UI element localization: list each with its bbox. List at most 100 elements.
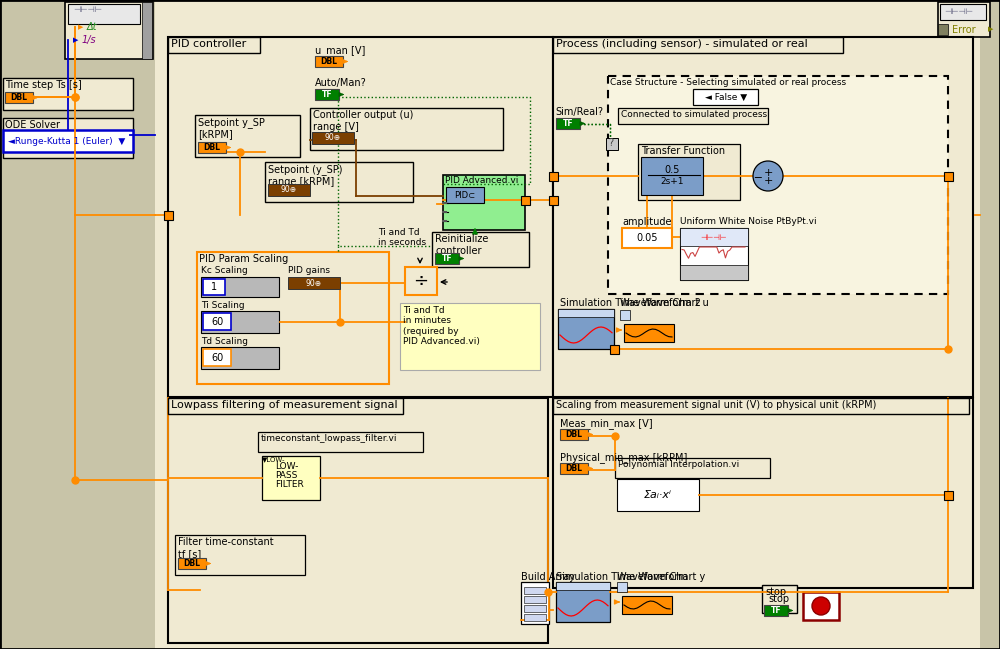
Text: amplitude: amplitude — [622, 217, 672, 227]
Bar — [446, 187, 484, 203]
Point — [67, 92, 83, 102]
Bar — [556, 118, 580, 129]
Bar — [68, 4, 140, 24]
Text: 1: 1 — [211, 282, 217, 292]
Text: DBL: DBL — [320, 57, 338, 66]
Bar — [65, 2, 153, 59]
Text: Setpoint (y_SP)
range [kRPM]: Setpoint (y_SP) range [kRPM] — [268, 164, 342, 186]
Bar — [803, 592, 839, 620]
Bar — [201, 311, 279, 333]
Bar — [168, 37, 260, 53]
Text: DBL: DBL — [204, 143, 220, 152]
Text: Waveform Chart u: Waveform Chart u — [620, 298, 709, 308]
Text: DBL: DBL — [184, 559, 200, 568]
Bar — [198, 142, 226, 153]
Bar — [168, 398, 548, 643]
Bar — [443, 175, 525, 230]
Text: Polynomial Interpolation.vi: Polynomial Interpolation.vi — [618, 460, 739, 469]
Text: 60: 60 — [211, 353, 223, 363]
Bar — [938, 24, 948, 35]
Bar — [553, 37, 843, 53]
Bar — [0, 0, 155, 649]
Circle shape — [753, 161, 783, 191]
Text: ⊣⊢⊣⊢: ⊣⊢⊣⊢ — [701, 232, 727, 241]
Bar — [197, 252, 389, 384]
Bar — [262, 456, 320, 500]
Bar — [610, 345, 619, 354]
Bar — [556, 582, 610, 622]
Bar — [524, 596, 546, 603]
Text: PASS: PASS — [275, 471, 297, 480]
Text: Scaling from measurement signal unit (V) to physical unit (kRPM): Scaling from measurement signal unit (V)… — [556, 400, 876, 410]
Text: Process (including sensor) - simulated or real: Process (including sensor) - simulated o… — [556, 39, 808, 49]
Text: TF: TF — [442, 254, 452, 263]
Bar — [617, 479, 699, 511]
Bar — [938, 2, 990, 37]
Point — [607, 431, 623, 441]
Bar — [175, 535, 305, 575]
Bar — [608, 76, 948, 294]
Bar — [680, 265, 748, 280]
Text: Error: Error — [952, 25, 976, 35]
Circle shape — [812, 597, 830, 615]
Text: 90⊕: 90⊕ — [306, 278, 322, 288]
Bar — [521, 582, 549, 624]
Text: Setpoint y_SP
[kRPM]: Setpoint y_SP [kRPM] — [198, 117, 265, 140]
Text: FILTER: FILTER — [275, 480, 304, 489]
Bar — [203, 279, 225, 295]
Bar — [553, 398, 973, 588]
Bar — [553, 37, 973, 397]
Text: 1/s: 1/s — [82, 35, 97, 45]
Text: Ti and Td
in seconds: Ti and Td in seconds — [378, 228, 426, 247]
Bar — [553, 398, 969, 414]
Text: Td Scaling: Td Scaling — [201, 337, 248, 346]
Bar — [168, 37, 553, 397]
Bar — [310, 108, 503, 150]
Bar — [400, 303, 540, 370]
Text: 90⊕: 90⊕ — [281, 186, 297, 195]
Bar — [521, 196, 530, 205]
Text: Sim/Real?: Sim/Real? — [555, 107, 603, 117]
Text: PID Advanced.vi: PID Advanced.vi — [445, 176, 518, 185]
Bar — [622, 228, 672, 248]
Text: Ti and Td
in minutes
(required by
PID Advanced.vi): Ti and Td in minutes (required by PID Ad… — [403, 306, 480, 346]
Bar — [618, 108, 768, 124]
Text: LOW-: LOW- — [275, 462, 298, 471]
Bar — [195, 115, 300, 157]
Bar — [638, 144, 740, 200]
Text: +: + — [763, 176, 773, 186]
Bar — [203, 313, 231, 330]
Bar — [312, 132, 354, 144]
Text: ◄Runge-Kutta 1 (Euler)  ▼: ◄Runge-Kutta 1 (Euler) ▼ — [8, 136, 125, 145]
Text: ⊣⊢⊣⊢: ⊣⊢⊣⊢ — [73, 5, 102, 14]
Text: Case Structure - Selecting simulated or real process: Case Structure - Selecting simulated or … — [610, 78, 846, 87]
Point — [940, 490, 956, 500]
Bar — [524, 605, 546, 612]
Bar — [3, 78, 133, 110]
Text: Transfer Function: Transfer Function — [641, 146, 725, 156]
Bar — [268, 184, 310, 196]
Point — [332, 317, 348, 327]
Bar — [693, 89, 758, 105]
Bar — [549, 172, 558, 181]
Bar — [680, 228, 748, 280]
Bar — [168, 398, 403, 414]
Text: ▶: ▶ — [78, 24, 83, 30]
Bar — [944, 172, 953, 181]
Bar — [315, 56, 343, 67]
Text: PID gains: PID gains — [288, 266, 330, 275]
Bar — [524, 614, 546, 621]
Text: Connected to simulated process: Connected to simulated process — [621, 110, 767, 119]
Bar — [315, 89, 339, 100]
Bar — [288, 277, 340, 289]
Bar — [178, 558, 206, 569]
Text: DBL: DBL — [10, 93, 28, 102]
Bar — [560, 429, 588, 440]
Text: TF: TF — [563, 119, 573, 128]
Bar — [5, 92, 33, 103]
Text: Lowpass filtering of measurement signal: Lowpass filtering of measurement signal — [171, 400, 398, 410]
Text: u_man [V]: u_man [V] — [315, 45, 365, 56]
Text: Δt: Δt — [87, 22, 98, 32]
Bar — [558, 309, 614, 317]
Text: 0.5: 0.5 — [664, 165, 680, 175]
